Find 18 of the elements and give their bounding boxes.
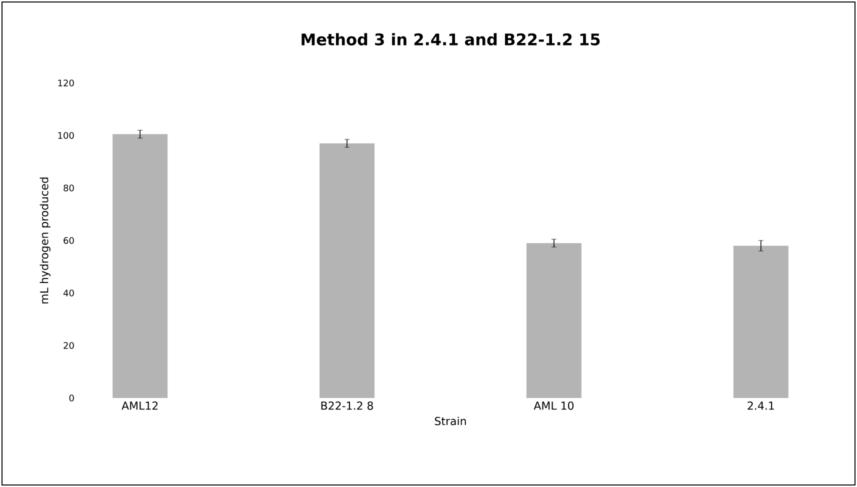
y-tick-label: 0 [69,394,74,402]
y-tick-label: 80 [64,184,74,192]
x-tick-label: AML12 [122,402,158,410]
x-axis-title: Strain [434,416,466,426]
x-tick-label: B22-1.2 8 [321,402,374,410]
y-axis-title: mL hydrogen produced [40,178,50,304]
bar [526,243,582,398]
bar [112,134,168,398]
x-tick-label: AML 10 [534,402,574,410]
y-tick-label: 100 [58,132,74,139]
chart-title: Method 3 in 2.4.1 and B22-1.2 15 [302,33,600,46]
x-tick-label: 2.4.1 [748,402,774,410]
bar [733,246,788,398]
y-tick-label: 40 [63,290,74,296]
y-tick-label: 60 [64,237,74,244]
y-tick-label: 120 [58,80,74,86]
y-tick-label: 20 [64,342,74,349]
bar [320,143,375,398]
